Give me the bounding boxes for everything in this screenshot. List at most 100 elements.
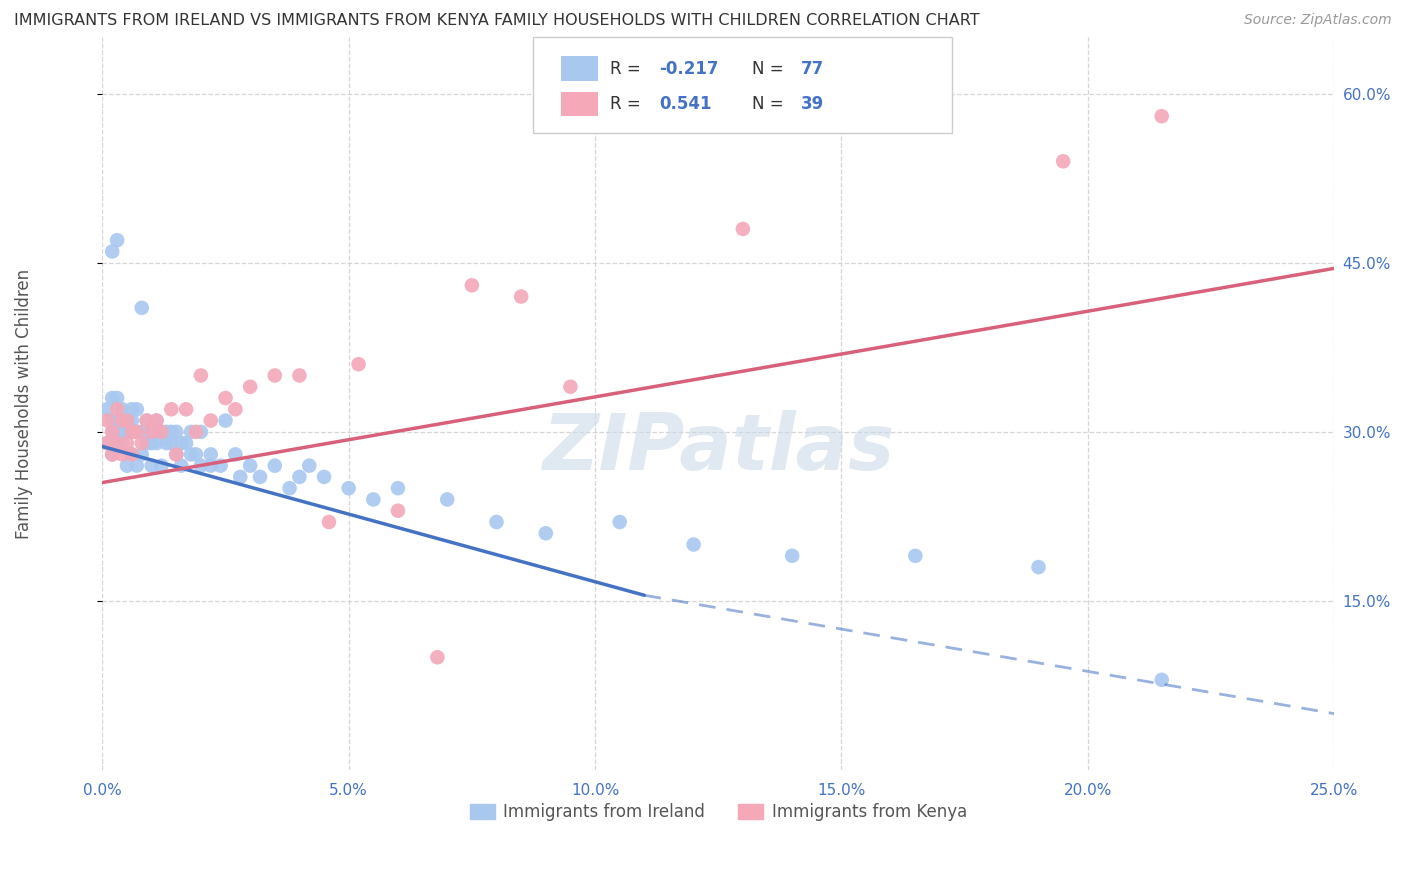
- Point: [239, 458, 262, 473]
- Point: [115, 436, 138, 450]
- Point: [485, 515, 508, 529]
- Point: [190, 368, 212, 383]
- Point: [121, 425, 143, 439]
- Point: [214, 413, 236, 427]
- Point: [1150, 109, 1173, 123]
- Y-axis label: Family Households with Children: Family Households with Children: [15, 268, 32, 539]
- Point: [131, 447, 153, 461]
- Point: [105, 436, 128, 450]
- Point: [96, 436, 118, 450]
- Point: [155, 436, 177, 450]
- Point: [387, 481, 409, 495]
- Point: [121, 402, 143, 417]
- Point: [337, 481, 360, 495]
- Text: 77: 77: [801, 60, 824, 78]
- Point: [135, 413, 157, 427]
- Text: IMMIGRANTS FROM IRELAND VS IMMIGRANTS FROM KENYA FAMILY HOUSEHOLDS WITH CHILDREN: IMMIGRANTS FROM IRELAND VS IMMIGRANTS FR…: [14, 13, 980, 29]
- Text: R =: R =: [610, 60, 645, 78]
- Point: [249, 470, 271, 484]
- FancyBboxPatch shape: [533, 37, 952, 133]
- Point: [510, 289, 533, 303]
- Point: [263, 458, 285, 473]
- Point: [125, 458, 148, 473]
- Point: [101, 391, 124, 405]
- Point: [200, 447, 222, 461]
- Text: R =: R =: [610, 95, 651, 113]
- Point: [150, 425, 173, 439]
- Point: [180, 447, 202, 461]
- Point: [534, 526, 557, 541]
- Point: [190, 458, 212, 473]
- Point: [731, 222, 754, 236]
- Point: [105, 425, 128, 439]
- Point: [180, 425, 202, 439]
- Point: [135, 413, 157, 427]
- Point: [131, 436, 153, 450]
- Point: [165, 447, 187, 461]
- Point: [101, 244, 124, 259]
- Point: [115, 413, 138, 427]
- Point: [184, 425, 207, 439]
- Point: [239, 380, 262, 394]
- Point: [904, 549, 927, 563]
- Point: [288, 368, 311, 383]
- Point: [387, 504, 409, 518]
- Point: [363, 492, 385, 507]
- Point: [96, 436, 118, 450]
- Point: [165, 447, 187, 461]
- Point: [111, 425, 134, 439]
- Point: [141, 425, 163, 439]
- Point: [165, 425, 187, 439]
- Point: [121, 447, 143, 461]
- Point: [461, 278, 484, 293]
- Point: [111, 436, 134, 450]
- Text: -0.217: -0.217: [659, 60, 718, 78]
- Point: [121, 425, 143, 439]
- Point: [1150, 673, 1173, 687]
- Point: [682, 537, 704, 551]
- Point: [170, 458, 193, 473]
- Point: [263, 368, 285, 383]
- Point: [111, 447, 134, 461]
- Point: [101, 413, 124, 427]
- Point: [224, 402, 246, 417]
- Text: 0.541: 0.541: [659, 95, 711, 113]
- Point: [121, 413, 143, 427]
- Point: [200, 458, 222, 473]
- Text: 39: 39: [801, 95, 824, 113]
- Point: [155, 425, 177, 439]
- Point: [145, 413, 167, 427]
- Point: [135, 436, 157, 450]
- Point: [111, 413, 134, 427]
- Point: [560, 380, 582, 394]
- Point: [184, 447, 207, 461]
- Point: [288, 470, 311, 484]
- FancyBboxPatch shape: [561, 56, 598, 81]
- Point: [160, 425, 183, 439]
- Point: [426, 650, 449, 665]
- Text: N =: N =: [752, 60, 783, 78]
- Point: [174, 436, 197, 450]
- Text: Source: ZipAtlas.com: Source: ZipAtlas.com: [1244, 13, 1392, 28]
- Point: [150, 425, 173, 439]
- FancyBboxPatch shape: [561, 92, 598, 117]
- Point: [312, 470, 335, 484]
- Point: [141, 458, 163, 473]
- Point: [347, 357, 370, 371]
- Point: [121, 447, 143, 461]
- Legend: Immigrants from Ireland, Immigrants from Kenya: Immigrants from Ireland, Immigrants from…: [463, 797, 973, 828]
- Point: [298, 458, 321, 473]
- Point: [115, 425, 138, 439]
- Point: [209, 458, 232, 473]
- Text: ZIPatlas: ZIPatlas: [543, 409, 894, 485]
- Point: [111, 413, 134, 427]
- Point: [190, 425, 212, 439]
- Point: [105, 402, 128, 417]
- Point: [160, 402, 183, 417]
- Point: [101, 425, 124, 439]
- Point: [214, 391, 236, 405]
- Point: [105, 391, 128, 405]
- Point: [436, 492, 458, 507]
- Text: N =: N =: [752, 95, 783, 113]
- Point: [125, 425, 148, 439]
